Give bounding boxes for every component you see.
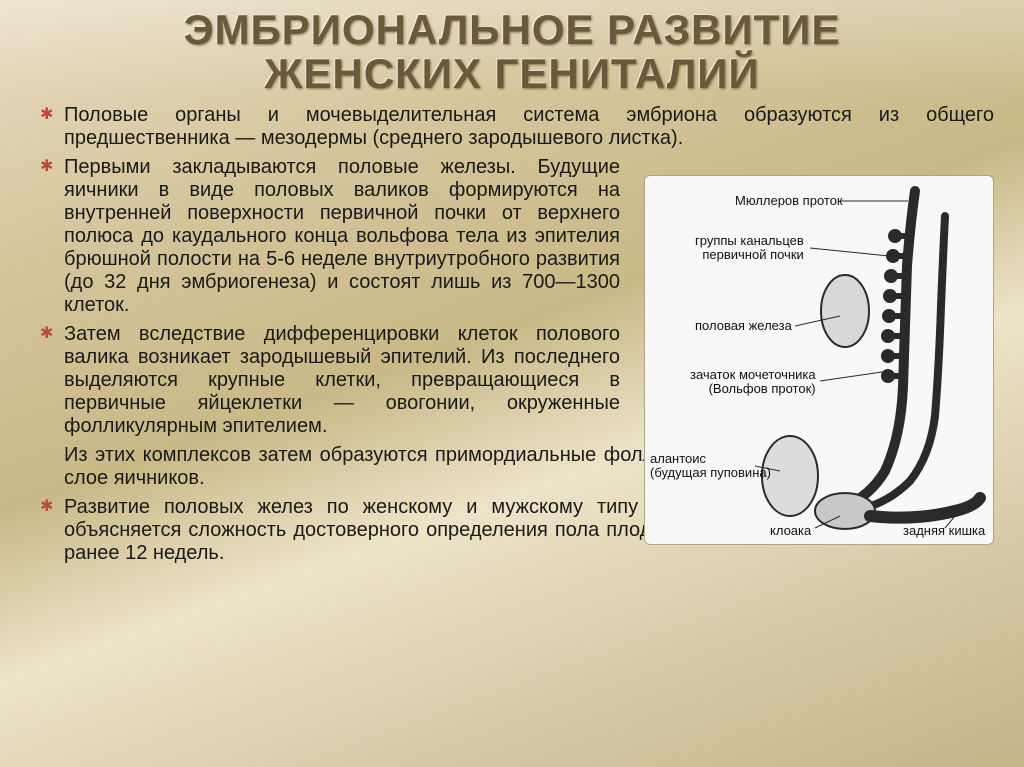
bullet-item: Затем вследствие дифференцировки клеток … bbox=[40, 323, 620, 438]
slide-title: ЭМБРИОНАЛЬНОЕ РАЗВИТИЕ ЖЕНСКИХ ГЕНИТАЛИЙ bbox=[0, 0, 1024, 98]
diagram-label-mullerov: Мюллеров проток bbox=[735, 194, 843, 208]
title-line-1: ЭМБРИОНАЛЬНОЕ РАЗВИТИЕ bbox=[184, 6, 841, 53]
diagram-label-allantois: алантоис (будущая пуповина) bbox=[650, 452, 771, 481]
diagram-label-text: первичной почки bbox=[702, 247, 803, 262]
title-line-2: ЖЕНСКИХ ГЕНИТАЛИЙ bbox=[264, 50, 759, 97]
diagram-label-hindgut: задняя кишка bbox=[903, 524, 985, 538]
bullet-item: Половые органы и мочевыделительная систе… bbox=[40, 104, 994, 150]
diagram-svg bbox=[645, 176, 995, 546]
embryo-diagram: Мюллеров проток группы канальцев первичн… bbox=[644, 175, 994, 545]
diagram-label-text: (будущая пуповина) bbox=[650, 465, 771, 480]
diagram-label-ureter: зачаток мочеточника (Вольфов проток) bbox=[690, 368, 816, 397]
diagram-label-gonad: половая железа bbox=[695, 319, 792, 333]
bullet-item: Первыми закладываются половые железы. Бу… bbox=[40, 156, 620, 317]
diagram-label-text: алантоис bbox=[650, 451, 706, 466]
diagram-label-text: (Вольфов проток) bbox=[709, 381, 816, 396]
diagram-label-text: зачаток мочеточника bbox=[690, 367, 816, 382]
diagram-label-text: группы канальцев bbox=[695, 233, 804, 248]
diagram-label-kanalcy: группы канальцев первичной почки bbox=[695, 234, 804, 263]
diagram-label-kloaka: клоака bbox=[770, 524, 811, 538]
